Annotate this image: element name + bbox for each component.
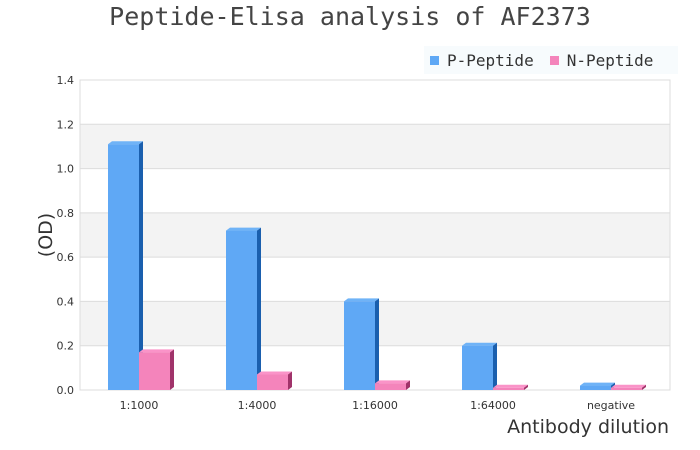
y-tick-label: 0.4 <box>57 295 75 308</box>
bar-side <box>170 349 174 390</box>
bar-n-peptide-1:1000 <box>139 352 170 390</box>
bar-top <box>462 342 497 346</box>
bar-side <box>139 141 143 390</box>
bar-top <box>257 371 292 375</box>
bar-p-peptide-1:64000 <box>462 345 493 390</box>
grid-band <box>80 124 670 169</box>
y-tick-label: 1.2 <box>57 118 75 131</box>
y-axis-label: (OD) <box>35 213 57 257</box>
bar-top <box>611 384 646 388</box>
bar-top <box>226 227 261 231</box>
y-tick-label: 0.8 <box>57 207 75 220</box>
y-tick-label: 0.6 <box>57 251 75 264</box>
bar-p-peptide-1:4000 <box>226 230 257 390</box>
bar-n-peptide-1:4000 <box>257 374 288 390</box>
legend-item-p-peptide: P-Peptide <box>430 51 534 70</box>
bar-top <box>493 384 528 388</box>
bar-side <box>288 371 292 390</box>
legend-label: N-Peptide <box>566 50 654 70</box>
bar-top <box>139 349 174 353</box>
bar-side <box>406 380 410 390</box>
legend-item-n-peptide: N-Peptide <box>549 50 654 70</box>
bar-side <box>642 384 646 390</box>
x-tick-label: 1:16000 <box>352 399 398 412</box>
x-tick-label: 1:1000 <box>120 399 159 412</box>
y-tick-label: 1.0 <box>57 163 75 176</box>
y-tick-label: 0.0 <box>57 384 75 397</box>
x-tick-label: 1:64000 <box>470 399 516 412</box>
bar-p-peptide-1:1000 <box>108 144 139 390</box>
bar-n-peptide-1:64000 <box>493 387 524 390</box>
legend-swatch <box>549 55 559 65</box>
y-tick-label: 0.2 <box>57 340 75 353</box>
bar-p-peptide-1:16000 <box>344 301 375 390</box>
x-axis-label: Antibody dilution <box>507 416 669 438</box>
bar-n-peptide-negative <box>611 387 642 390</box>
y-tick-label: 1.4 <box>57 74 75 87</box>
bar-n-peptide-1:16000 <box>375 383 406 390</box>
grid-band <box>80 212 670 258</box>
bar-top <box>580 382 615 386</box>
bar-side <box>375 298 379 390</box>
bar-side <box>524 384 528 390</box>
bar-top <box>375 380 410 384</box>
legend-label: P-Peptide <box>447 50 534 70</box>
bar-p-peptide-negative <box>580 385 611 390</box>
bar-top <box>344 298 379 302</box>
legend-swatch <box>430 55 439 65</box>
x-tick-label: negative <box>587 399 635 412</box>
bar-top <box>108 141 143 145</box>
legend: P-Peptide N-Peptide <box>424 46 678 74</box>
bar-side <box>493 342 497 390</box>
x-tick-label: 1:4000 <box>238 399 277 412</box>
bar-side <box>257 227 261 390</box>
chart-title: Peptide-Elisa analysis of AF2373 <box>109 2 591 31</box>
